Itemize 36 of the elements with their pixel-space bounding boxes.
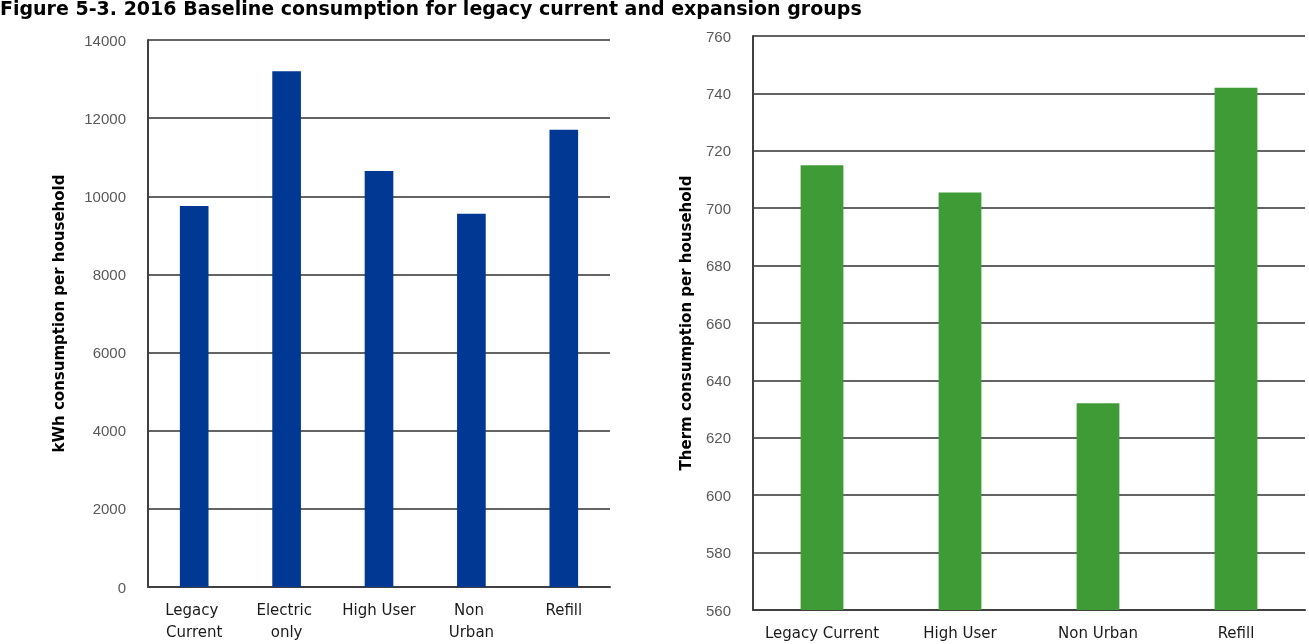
y-tick-label: 0 bbox=[117, 578, 126, 596]
x-tick-label: High User bbox=[342, 601, 417, 619]
y-tick-label: 680 bbox=[705, 257, 731, 275]
y-tick-label: 6000 bbox=[92, 344, 126, 362]
y-axis-title: kWh consumption per household bbox=[49, 174, 68, 453]
y-tick-label: 580 bbox=[705, 544, 731, 562]
y-tick-label: 14000 bbox=[84, 31, 126, 49]
y-tick-label: 720 bbox=[705, 142, 731, 160]
bar bbox=[179, 206, 209, 587]
y-tick-label: 760 bbox=[705, 27, 731, 45]
y-tick-label: 640 bbox=[705, 371, 731, 389]
x-tick-label: Refill bbox=[545, 601, 583, 619]
y-tick-label: 740 bbox=[705, 84, 731, 102]
y-tick-label: 600 bbox=[705, 486, 731, 504]
x-tick-label: Electric only bbox=[256, 601, 317, 641]
y-axis-title: Therm consumption per household bbox=[676, 175, 695, 471]
y-tick-label: 700 bbox=[705, 199, 731, 217]
x-tick-label: Refill bbox=[1217, 624, 1255, 642]
x-tick-label: Non Urban bbox=[1057, 624, 1139, 642]
bar bbox=[364, 170, 394, 587]
y-tick-label: 2000 bbox=[92, 500, 126, 518]
y-tick-label: 560 bbox=[705, 601, 731, 619]
y-tick-label: 4000 bbox=[92, 422, 126, 440]
y-tick-label: 660 bbox=[705, 314, 731, 332]
bar bbox=[272, 71, 301, 587]
y-tick-label: 10000 bbox=[84, 187, 126, 205]
x-tick-label: Non Urban bbox=[448, 601, 495, 641]
y-tick-label: 12000 bbox=[84, 109, 126, 127]
bar bbox=[549, 129, 579, 587]
bar bbox=[457, 213, 486, 587]
y-tick-label: 620 bbox=[705, 429, 731, 447]
x-tick-label: Legacy Current bbox=[764, 624, 880, 642]
x-tick-label: High User bbox=[923, 624, 998, 642]
y-tick-label: 8000 bbox=[92, 265, 126, 283]
x-tick-label: Legacy Current bbox=[165, 601, 224, 641]
chart-title: Figure 5-3. 2016 Baseline consumption for legacy current and expansion groups bbox=[0, 0, 862, 19]
